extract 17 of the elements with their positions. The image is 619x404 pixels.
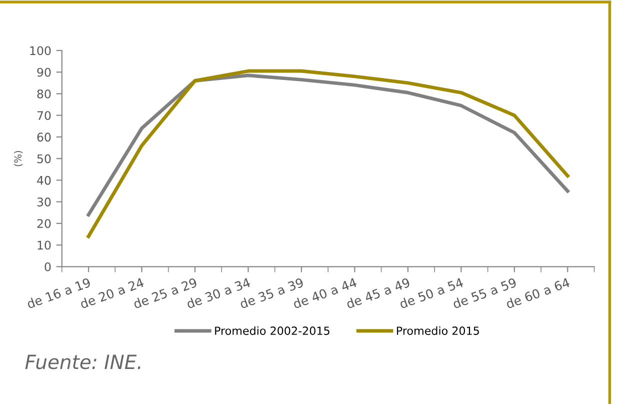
y-tick-label: 80 [37,89,51,98]
y-tick-label: 10 [38,240,51,250]
source-note: Fuente: INE. [25,354,140,370]
y-tick-label: 30 [37,198,51,206]
y-tick-label: 70 [37,111,51,120]
legend-label: Promedio 2002-2015 [215,326,330,335]
line-series [86,69,570,238]
legend-label: Promedio 2015 [396,326,479,335]
y-axis-title: (%) [14,150,23,166]
y-tick-label: 40 [37,176,51,185]
y-tick-label: 0 [44,262,51,272]
y-tick-label: 20 [37,219,51,228]
y-tick-label: 50 [37,154,51,164]
y-tick-label: 90 [37,68,51,77]
y-tick-label: 60 [37,132,51,142]
y-tick-label: 100 [30,46,51,56]
line-series [86,74,570,216]
